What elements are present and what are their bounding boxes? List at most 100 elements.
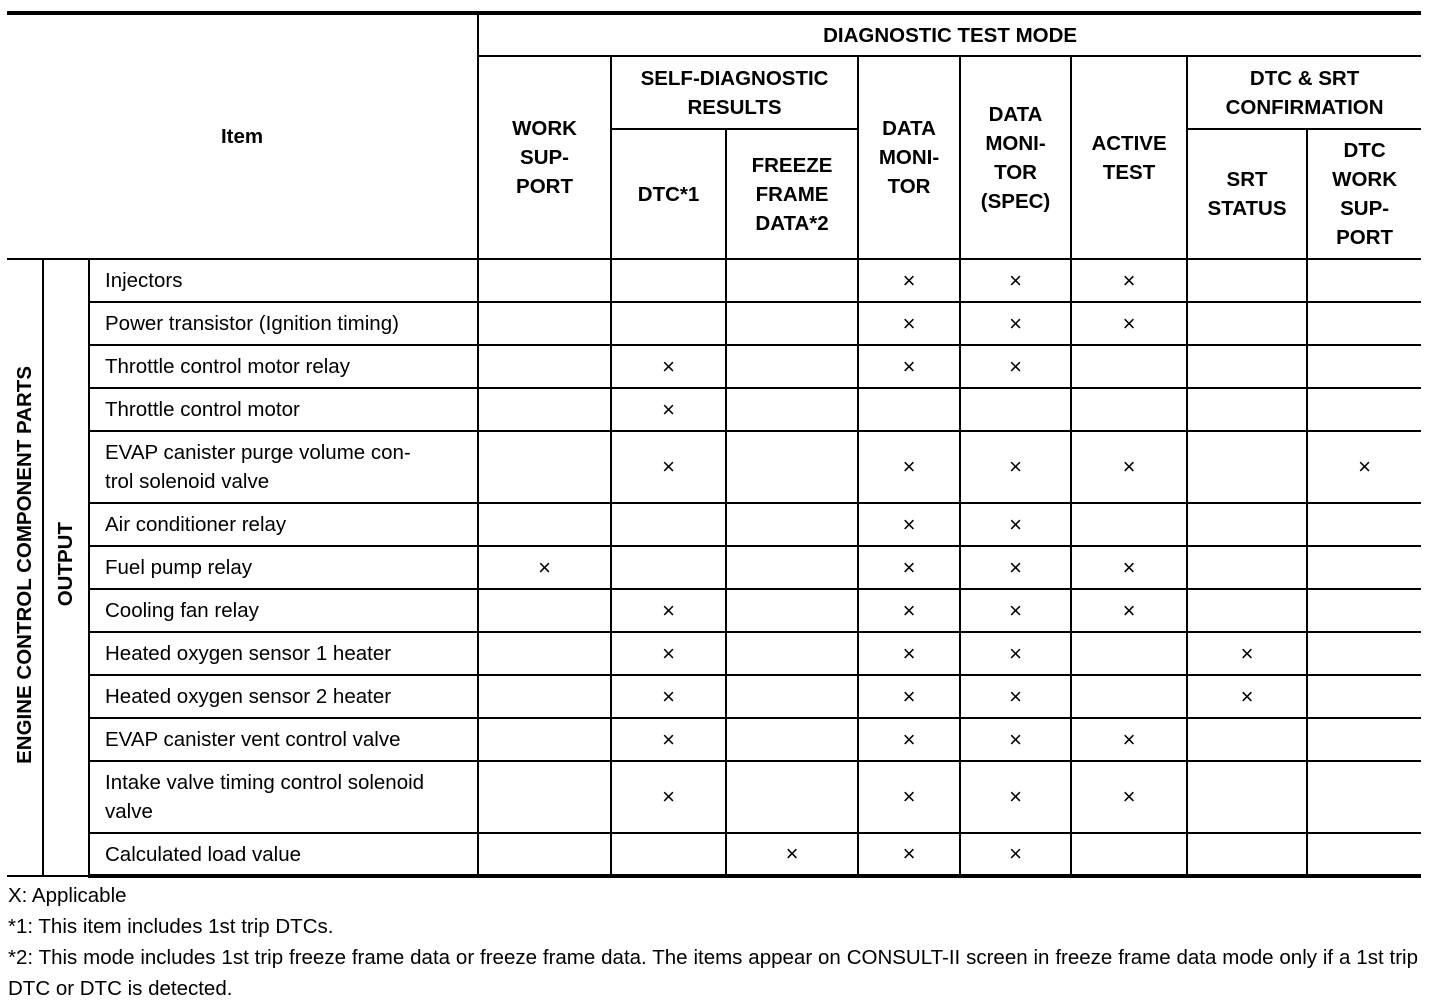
applicable-mark: × [1009, 597, 1022, 623]
cell-dtc: × [610, 674, 728, 719]
applicable-mark: × [902, 683, 916, 709]
cell-dtc-work-support [1306, 301, 1422, 346]
applicable-mark: × [902, 310, 916, 336]
table-row: Calculated load value × × × [7, 832, 1422, 878]
cell-dtc: × [610, 387, 728, 432]
applicable-mark: × [1122, 310, 1136, 336]
item-name: Fuel pump relay [89, 545, 480, 590]
table-row: Heated oxygen sensor 2 heater × × × × [7, 674, 1422, 719]
cell-srt-status: × [1186, 674, 1309, 719]
cell-dtc: × [610, 344, 728, 389]
cell-freeze-frame-data [725, 430, 860, 504]
header-active-test: ACTIVE TEST [1070, 55, 1189, 260]
cell-freeze-frame-data [725, 674, 860, 719]
cell-srt-status [1186, 387, 1309, 432]
applicable-mark: × [1009, 683, 1022, 709]
table-row: Cooling fan relay × × × × [7, 588, 1422, 633]
applicable-mark: × [902, 454, 916, 479]
cell-data-monitor: × [857, 344, 962, 389]
cell-srt-status [1186, 545, 1309, 590]
applicable-mark: × [662, 784, 675, 809]
cell-dtc-work-support [1306, 588, 1422, 633]
cell-work-support [477, 760, 613, 834]
applicable-mark: × [1009, 310, 1022, 336]
cell-freeze-frame-data [725, 258, 860, 303]
applicable-mark: × [1009, 726, 1022, 752]
cell-freeze-frame-data: × [725, 832, 860, 878]
cell-work-support [477, 502, 613, 547]
cell-dtc-work-support [1306, 631, 1422, 676]
cell-dtc: × [610, 760, 728, 834]
table-row: EVAP canister purge volume con- trol sol… [7, 430, 1422, 504]
item-name: Heated oxygen sensor 1 heater [89, 631, 480, 676]
applicable-mark: × [538, 554, 551, 580]
applicable-mark: × [1009, 353, 1022, 379]
cell-active-test: × [1070, 717, 1189, 762]
applicable-mark: × [662, 640, 675, 666]
cell-active-test: × [1070, 258, 1189, 303]
cell-data-monitor-spec: × [959, 430, 1073, 504]
cell-srt-status [1186, 588, 1309, 633]
applicable-mark: × [902, 784, 916, 809]
applicable-mark: × [1009, 841, 1022, 866]
applicable-mark: × [902, 597, 916, 623]
cell-data-monitor: × [857, 545, 962, 590]
cell-dtc-work-support [1306, 545, 1422, 590]
cell-dtc [610, 832, 728, 878]
applicable-mark: × [1122, 267, 1136, 293]
header-data-monitor: DATA MONI- TOR [857, 55, 962, 260]
cell-freeze-frame-data [725, 760, 860, 834]
table-row: Throttle control motor × [7, 387, 1422, 432]
cell-work-support [477, 631, 613, 676]
cell-srt-status [1186, 502, 1309, 547]
applicable-mark: × [902, 511, 916, 537]
applicable-mark: × [662, 597, 675, 623]
cell-active-test: × [1070, 760, 1189, 834]
cell-work-support [477, 387, 613, 432]
applicable-mark: × [902, 841, 916, 866]
applicable-mark: × [662, 454, 675, 479]
cell-dtc [610, 545, 728, 590]
cell-active-test [1070, 674, 1189, 719]
table-row: Intake valve timing control solenoid val… [7, 760, 1422, 834]
item-name: Heated oxygen sensor 2 heater [89, 674, 480, 719]
cell-data-monitor: × [857, 258, 962, 303]
item-name: EVAP canister vent control valve [89, 717, 480, 762]
applicable-mark: × [1009, 640, 1022, 666]
header-srt-status: SRT STATUS [1186, 128, 1309, 260]
cell-dtc: × [610, 631, 728, 676]
applicable-mark: × [1122, 784, 1136, 809]
applicable-mark: × [1122, 726, 1136, 752]
cell-work-support [477, 430, 613, 504]
applicable-mark: × [902, 353, 916, 379]
item-name: Throttle control motor [89, 387, 480, 432]
cell-freeze-frame-data [725, 301, 860, 346]
cell-srt-status [1186, 760, 1309, 834]
cell-active-test: × [1070, 588, 1189, 633]
cell-work-support [477, 588, 613, 633]
cell-dtc-work-support [1306, 258, 1422, 303]
cell-data-monitor-spec: × [959, 631, 1073, 676]
item-name: Intake valve timing control solenoid val… [89, 760, 480, 834]
cell-work-support [477, 674, 613, 719]
cell-data-monitor: × [857, 760, 962, 834]
cell-data-monitor-spec: × [959, 674, 1073, 719]
cell-data-monitor: × [857, 674, 962, 719]
cell-dtc-work-support [1306, 387, 1422, 432]
cell-data-monitor-spec: × [959, 344, 1073, 389]
table-body: ENGINE CONTROL COMPONENT PARTS OUTPUT Inje… [7, 258, 1422, 878]
cell-dtc-work-support [1306, 344, 1422, 389]
cell-freeze-frame-data [725, 588, 860, 633]
applicable-mark: × [902, 640, 916, 666]
note-applicable: X: Applicable [8, 884, 127, 907]
header-work-support: WORK SUP- PORT [478, 55, 613, 260]
cell-active-test: × [1070, 301, 1189, 346]
cell-active-test [1070, 832, 1189, 878]
cell-dtc [610, 258, 728, 303]
table-row: Fuel pump relay × × × × [7, 545, 1422, 590]
cell-freeze-frame-data [725, 387, 860, 432]
cell-data-monitor-spec: × [959, 502, 1073, 547]
cell-dtc [610, 502, 728, 547]
cell-active-test [1070, 631, 1189, 676]
cell-work-support: × [477, 545, 613, 590]
